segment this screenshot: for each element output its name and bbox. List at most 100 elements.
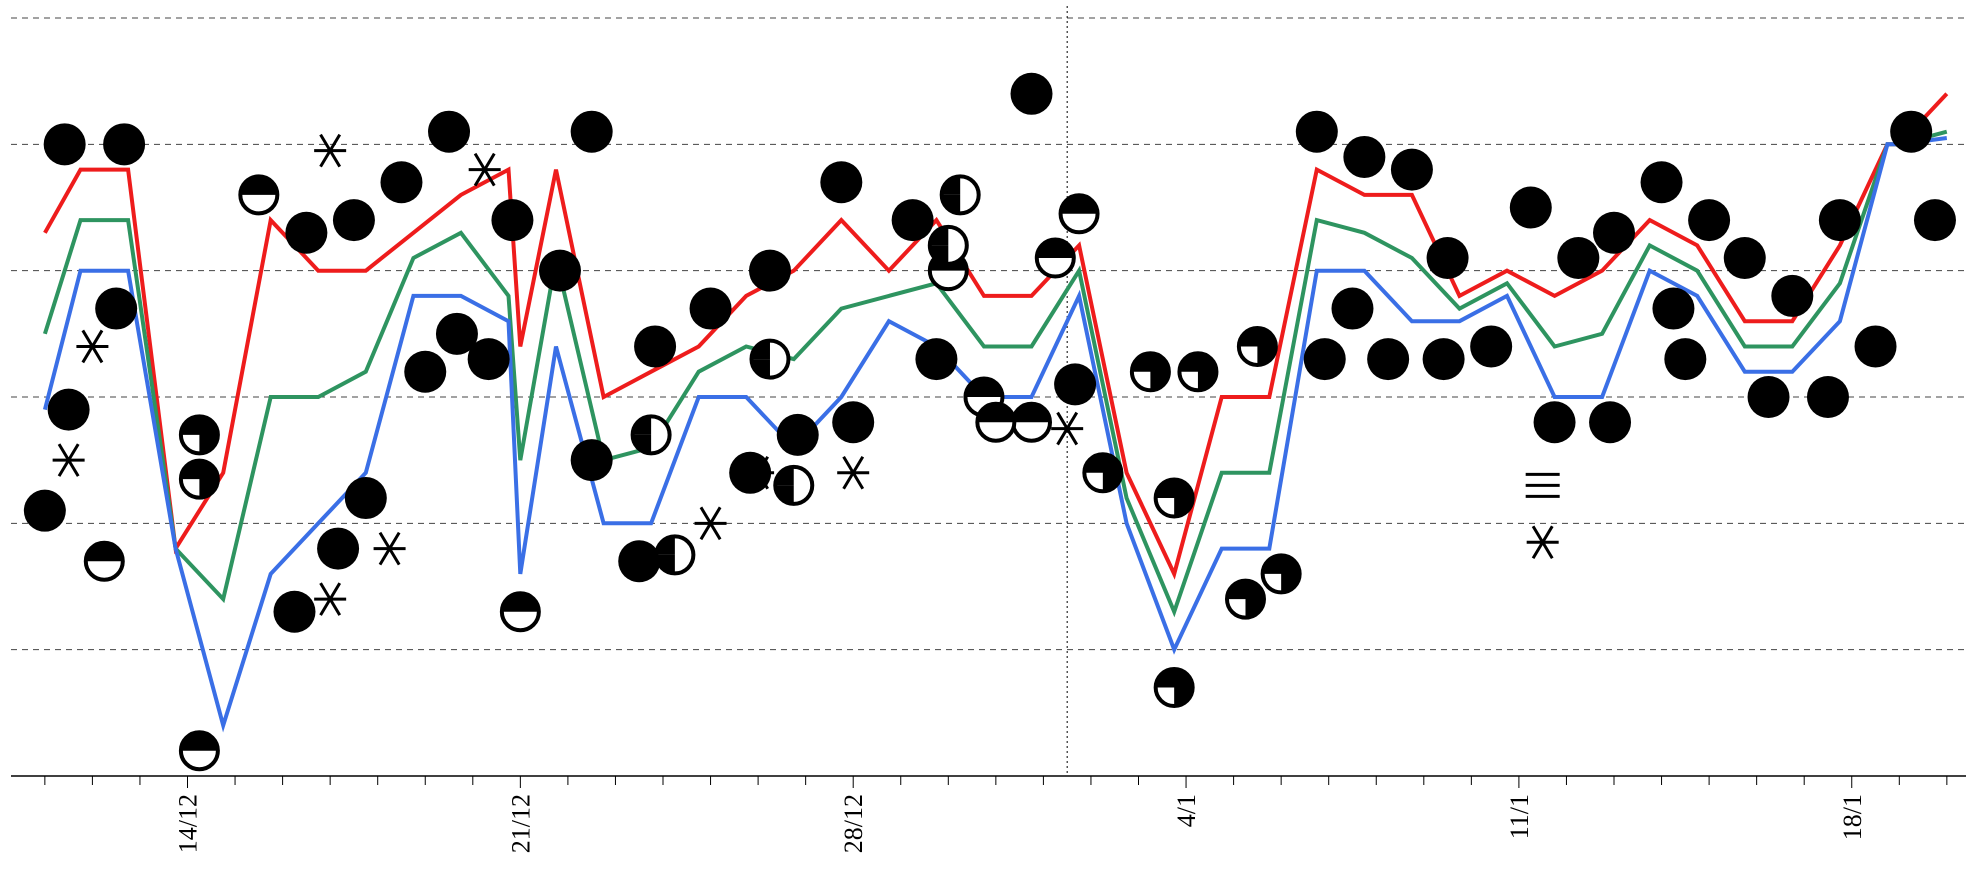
full-disc — [1367, 338, 1410, 381]
asterisk-marker — [373, 531, 406, 566]
half-marker — [238, 174, 280, 216]
full-marker — [1771, 274, 1814, 317]
three-quarter-marker — [1177, 351, 1219, 393]
asterisk-marker — [742, 456, 775, 490]
full-disc — [1818, 199, 1861, 242]
half-marker — [1011, 401, 1053, 443]
fill-wedge — [1037, 240, 1074, 259]
full-disc — [1854, 325, 1897, 368]
full-marker — [1295, 110, 1338, 153]
full-disc — [491, 199, 534, 242]
full-disc — [332, 199, 375, 242]
half-marker — [1058, 193, 1100, 235]
fill-wedge — [1084, 454, 1121, 491]
full-marker — [832, 401, 875, 444]
asterisk-marker — [468, 152, 501, 187]
x-tick-label: 11/1 — [1505, 794, 1534, 839]
fill-wedge — [930, 227, 949, 246]
fill-wedge — [240, 176, 277, 195]
full-marker — [404, 350, 447, 393]
full-disc — [1509, 186, 1552, 229]
full-marker — [915, 338, 958, 381]
asterisk-glyph — [314, 133, 347, 168]
fill-wedge — [656, 554, 675, 573]
asterisk-glyph — [837, 456, 870, 490]
three-quarter-marker — [178, 458, 220, 500]
fill-wedge — [775, 467, 794, 486]
full-disc — [23, 489, 66, 532]
full-disc — [380, 161, 423, 204]
asterisk-marker — [314, 582, 347, 616]
full-marker — [43, 123, 86, 166]
full-disc — [1422, 338, 1465, 381]
three-quarter-marker — [1236, 325, 1278, 367]
three-quarter-marker — [1153, 477, 1195, 519]
x-tick-label: 14/12 — [174, 794, 203, 853]
fill-wedge — [977, 404, 1014, 423]
full-marker — [1422, 338, 1465, 381]
three-quarter-marker — [178, 414, 220, 456]
full-marker — [380, 161, 423, 204]
fill-wedge — [1013, 404, 1050, 423]
asterisk-glyph — [373, 531, 406, 566]
fill-wedge — [502, 593, 539, 612]
asterisk-glyph — [1051, 411, 1084, 446]
x-tick-label: 4/1 — [1172, 794, 1201, 827]
full-marker — [1854, 325, 1897, 368]
fill-wedge — [751, 341, 770, 360]
fill-wedge — [1156, 669, 1193, 706]
full-disc — [1806, 375, 1849, 418]
full-marker — [634, 325, 677, 368]
fill-wedge — [942, 194, 961, 213]
full-disc — [95, 287, 138, 330]
full-disc — [820, 161, 863, 204]
full-disc — [1589, 401, 1632, 444]
quarter-marker — [654, 534, 696, 576]
full-disc — [1054, 363, 1097, 406]
asterisk-glyph — [76, 329, 109, 364]
full-disc — [618, 540, 661, 583]
x-tick-label: 21/12 — [506, 794, 535, 853]
full-disc — [1390, 148, 1433, 191]
full-disc — [103, 123, 146, 166]
full-marker — [1589, 401, 1632, 444]
full-marker — [1890, 110, 1933, 153]
full-marker — [1509, 186, 1552, 229]
asterisk-marker — [314, 133, 347, 168]
asterisk-glyph — [742, 456, 775, 490]
full-marker — [1723, 237, 1766, 280]
full-marker — [1343, 135, 1386, 178]
full-marker — [285, 211, 328, 254]
full-marker — [538, 249, 581, 292]
fill-wedge — [181, 732, 218, 751]
full-marker — [820, 161, 863, 204]
full-marker — [1818, 199, 1861, 242]
full-marker — [47, 388, 90, 431]
full-marker — [435, 312, 478, 355]
weather-symbols — [23, 72, 1956, 772]
full-marker — [1806, 375, 1849, 418]
full-disc — [689, 287, 732, 330]
full-marker — [1557, 237, 1600, 280]
asterisk-glyph — [1526, 525, 1559, 560]
x-tick-labels: 14/12 21/12 28/12 4/1 11/1 18/1 — [174, 794, 1867, 853]
full-disc — [285, 211, 328, 254]
x-tick-label: 18/1 — [1838, 794, 1867, 840]
asterisk-glyph — [314, 582, 347, 616]
full-disc — [1593, 211, 1635, 254]
full-marker — [1747, 375, 1790, 418]
asterisk-marker — [76, 329, 109, 364]
full-disc — [317, 527, 360, 570]
full-disc — [915, 338, 958, 381]
fill-wedge — [942, 176, 961, 195]
quarter-marker — [927, 224, 969, 266]
full-marker — [273, 590, 316, 633]
asterisk-marker — [837, 456, 870, 490]
full-disc — [1470, 325, 1513, 368]
three-quarter-marker — [1082, 452, 1124, 494]
fill-wedge — [181, 416, 218, 453]
full-disc — [1640, 161, 1683, 204]
full-disc — [404, 350, 447, 393]
full-disc — [570, 110, 613, 153]
